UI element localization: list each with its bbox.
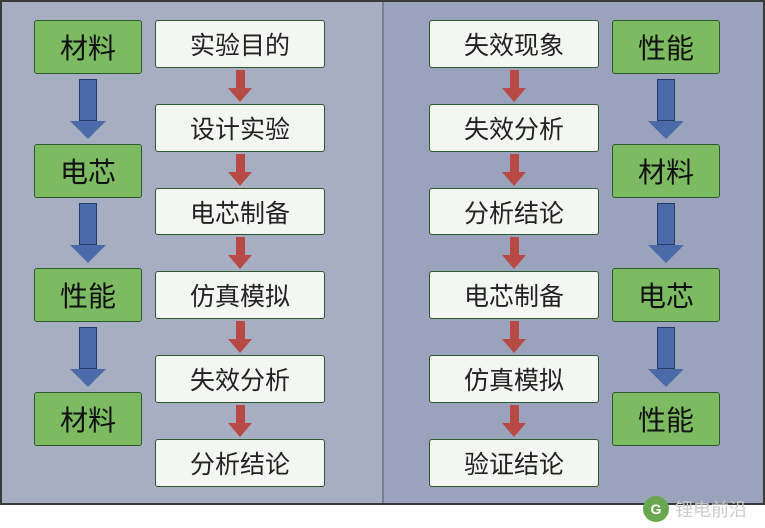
green-node: 电芯 <box>612 268 720 322</box>
red-arrow-down-icon <box>502 319 526 355</box>
watermark-text: 锂电前沿 <box>675 496 747 522</box>
red-arrow-down-icon <box>228 319 252 355</box>
column-right-green: 性能材料电芯性能 <box>612 20 720 487</box>
white-node: 电芯制备 <box>155 188 325 236</box>
white-node: 失效分析 <box>155 355 325 403</box>
white-node: 仿真模拟 <box>429 355 599 403</box>
watermark-badge-icon: G <box>643 496 669 522</box>
white-node: 验证结论 <box>429 439 599 487</box>
white-node: 分析结论 <box>155 439 325 487</box>
column-left-green: 材料电芯性能材料 <box>34 20 142 487</box>
blue-arrow-down-icon <box>648 74 684 144</box>
blue-arrow-down-icon <box>648 322 684 392</box>
blue-arrow-down-icon <box>648 198 684 268</box>
white-node: 失效分析 <box>429 104 599 152</box>
red-arrow-down-icon <box>502 403 526 439</box>
white-node: 失效现象 <box>429 20 599 68</box>
blue-arrow-down-icon <box>70 74 106 144</box>
flowchart-columns: 材料电芯性能材料 实验目的设计实验电芯制备仿真模拟失效分析分析结论 失效现象失效… <box>0 0 765 505</box>
watermark: G 锂电前沿 <box>643 496 747 522</box>
red-arrow-down-icon <box>228 68 252 104</box>
green-node: 性能 <box>34 268 142 322</box>
green-node: 材料 <box>34 20 142 74</box>
red-arrow-down-icon <box>228 235 252 271</box>
white-node: 电芯制备 <box>429 271 599 319</box>
red-arrow-down-icon <box>228 152 252 188</box>
column-right-white: 失效现象失效分析分析结论电芯制备仿真模拟验证结论 <box>428 20 600 487</box>
green-node: 性能 <box>612 20 720 74</box>
white-node: 设计实验 <box>155 104 325 152</box>
blue-arrow-down-icon <box>70 198 106 268</box>
green-node: 材料 <box>612 144 720 198</box>
red-arrow-down-icon <box>502 235 526 271</box>
blue-arrow-down-icon <box>70 322 106 392</box>
red-arrow-down-icon <box>502 68 526 104</box>
white-node: 实验目的 <box>155 20 325 68</box>
red-arrow-down-icon <box>228 403 252 439</box>
red-arrow-down-icon <box>502 152 526 188</box>
white-node: 分析结论 <box>429 188 599 236</box>
green-node: 性能 <box>612 392 720 446</box>
column-left-white: 实验目的设计实验电芯制备仿真模拟失效分析分析结论 <box>154 20 326 487</box>
green-node: 电芯 <box>34 144 142 198</box>
green-node: 材料 <box>34 392 142 446</box>
white-node: 仿真模拟 <box>155 271 325 319</box>
